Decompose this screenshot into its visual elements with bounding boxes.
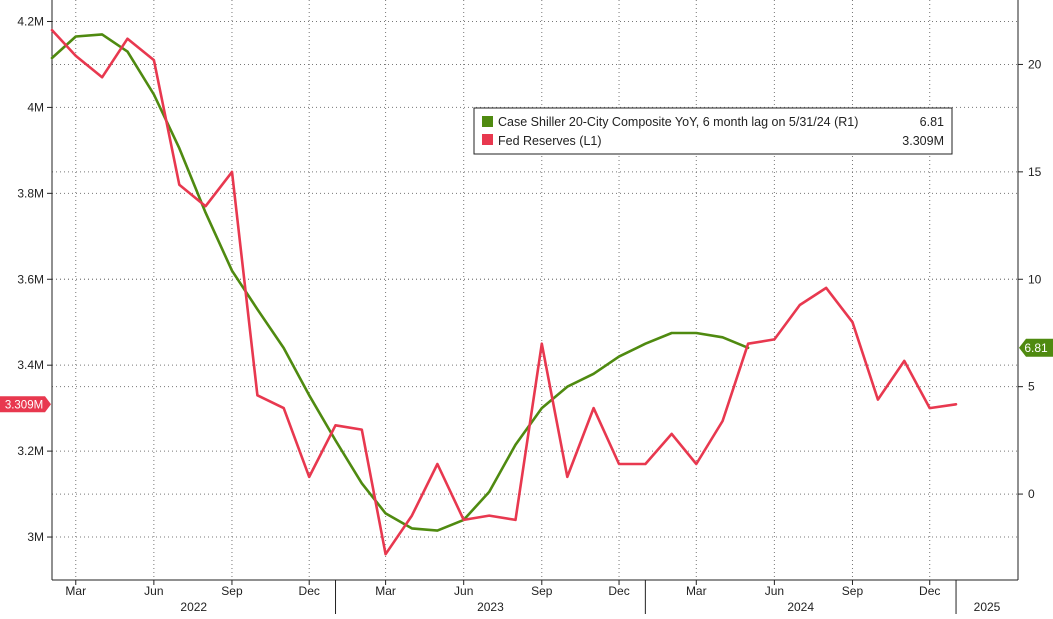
x-year-label: 2025: [974, 600, 1001, 614]
y-left-tick-label: 4.2M: [17, 14, 44, 28]
x-tick-label: Dec: [608, 584, 629, 598]
x-tick-label: Sep: [842, 584, 864, 598]
y-left-tick-label: 3M: [27, 530, 44, 544]
y-right-tick-label: 5: [1028, 380, 1035, 394]
legend: Case Shiller 20-City Composite YoY, 6 mo…: [473, 107, 953, 155]
x-tick-label: Sep: [221, 584, 243, 598]
legend-value-case-shiller: 6.81: [920, 115, 944, 129]
series-line-fed-reserves: [50, 28, 958, 556]
grid-layer: [52, 0, 1018, 580]
x-tick-label: Jun: [454, 584, 473, 598]
legend-label-fed-reserves: Fed Reserves (L1): [498, 134, 602, 148]
axis-layer: Mar Jun Sep Dec Mar Jun Sep Dec Mar Jun Sep Dec 2022…: [17, 0, 1042, 614]
y-left-tick-label: 3.6M: [17, 272, 44, 286]
x-tick-label: Dec: [299, 584, 320, 598]
legend-label-case-shiller: Case Shiller 20-City Composite YoY, 6 mo…: [498, 115, 858, 129]
x-tick-label: Jun: [144, 584, 163, 598]
x-tick-label: Dec: [919, 584, 940, 598]
legend-swatch-case-shiller: [482, 116, 493, 127]
x-year-label: 2023: [477, 600, 504, 614]
y-left-tick-label: 3.8M: [17, 186, 44, 200]
left-value-badge: [0, 396, 51, 413]
legend-swatch-fed-reserves: [482, 134, 493, 145]
x-year-label: 2024: [787, 600, 814, 614]
right-value-badge: [1019, 338, 1053, 357]
y-left-tick-label: 3.4M: [17, 358, 44, 372]
left-value-badge-label: 3.309M: [5, 399, 43, 411]
legend-box: [473, 107, 953, 155]
x-tick-label: Mar: [375, 584, 396, 598]
legend-value-fed-reserves: 3.309M: [902, 134, 944, 148]
y-right-tick-label: 0: [1028, 487, 1035, 501]
y-left-tick-label: 4M: [27, 100, 44, 114]
y-right-tick-label: 15: [1028, 165, 1042, 179]
x-tick-label: Jun: [765, 584, 784, 598]
series-layer: [50, 28, 958, 556]
x-tick-label: Mar: [686, 584, 707, 598]
y-right-tick-label: 10: [1028, 272, 1042, 286]
y-left-tick-label: 3.2M: [17, 444, 44, 458]
badge-layer: 3.309M 6.81: [0, 338, 1053, 413]
x-tick-label: Sep: [531, 584, 553, 598]
right-value-badge-label: 6.81: [1024, 341, 1048, 355]
y-right-tick-label: 20: [1028, 57, 1042, 71]
x-year-label: 2022: [180, 600, 207, 614]
x-tick-label: Mar: [65, 584, 86, 598]
